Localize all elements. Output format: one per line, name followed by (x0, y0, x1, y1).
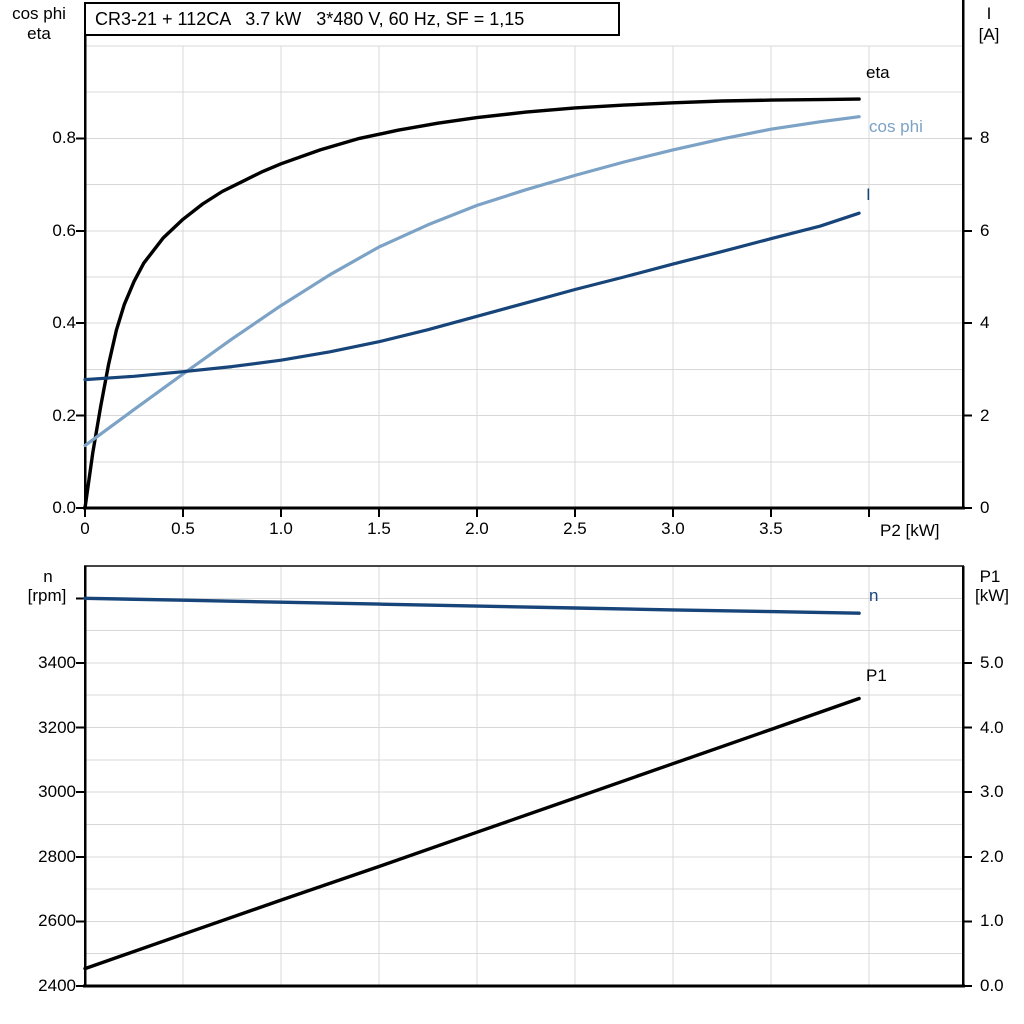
curve-p1 (83, 696, 861, 971)
bottom-right-axis-title-unit-kw: [kW] (975, 586, 1009, 605)
left-tick-label: 3000 (38, 782, 76, 802)
left-tick-label: 0.4 (52, 313, 76, 333)
x-tick-label: 0.5 (171, 519, 195, 538)
x-tick-label: 2.0 (465, 519, 489, 538)
right-tick-label: 3.0 (980, 782, 1004, 802)
left-tick-label: 0.2 (52, 405, 76, 425)
left-tick-label: 0.0 (52, 498, 76, 517)
right-tick-label: 6 (980, 220, 990, 240)
bottom-right-axis-title-p1: P1 (979, 567, 1001, 586)
left-tick-label: 0.8 (52, 128, 76, 148)
curve-eta (83, 97, 861, 510)
x-tick-label: 3.0 (661, 519, 685, 538)
x-tick-label: 0 (80, 519, 90, 538)
x-tick-label: 3.5 (759, 519, 783, 538)
x-tick-label: 1.0 (269, 519, 293, 538)
right-tick-label: 2 (980, 405, 990, 425)
curve-n (83, 596, 861, 615)
top-right-axis-title-unit-a: [A] (978, 25, 1000, 44)
right-tick-label: 0 (980, 498, 990, 517)
right-tick-label: 5.0 (980, 652, 1004, 672)
right-tick-label: 2.0 (980, 846, 1004, 866)
left-tick-label: 3200 (38, 717, 76, 737)
curve-label-current: I (866, 185, 871, 204)
right-tick-label: 4.0 (980, 717, 1004, 737)
x-axis-title-p2: P2 [kW] (880, 521, 940, 540)
bottom-left-axis-title-unit-rpm: [rpm] (27, 586, 67, 605)
right-tick-label: 0.0 (980, 976, 1004, 995)
top-right-axis-title-current: I (986, 4, 992, 23)
curve-label-eta: eta (866, 63, 890, 82)
left-tick-label: 2800 (38, 846, 76, 866)
top-left-axis-title-eta: eta (27, 24, 51, 43)
left-tick-label: 0.6 (52, 220, 76, 240)
curve-cos-phi (83, 115, 861, 448)
top-left-axis-title-cosphi: cos phi (12, 4, 66, 23)
left-tick-label: 2600 (38, 911, 76, 931)
x-tick-label: 1.5 (367, 519, 391, 538)
right-tick-label: 1.0 (980, 911, 1004, 931)
curve-label-power-in: P1 (866, 666, 887, 685)
left-tick-label: 3400 (38, 652, 76, 672)
curve-label-speed: n (869, 586, 879, 605)
chart-title-box: CR3-21 + 112CA 3.7 kW 3*480 V, 60 Hz, SF… (84, 2, 620, 36)
curve-label-cos-phi: cos phi (869, 117, 923, 136)
bottom-left-axis-title-n: n (43, 567, 53, 586)
x-tick-label: 2.5 (563, 519, 587, 538)
right-tick-label: 4 (980, 313, 990, 333)
curve-i (83, 211, 861, 382)
right-tick-label: 8 (980, 128, 990, 148)
left-tick-label: 2400 (38, 976, 76, 995)
